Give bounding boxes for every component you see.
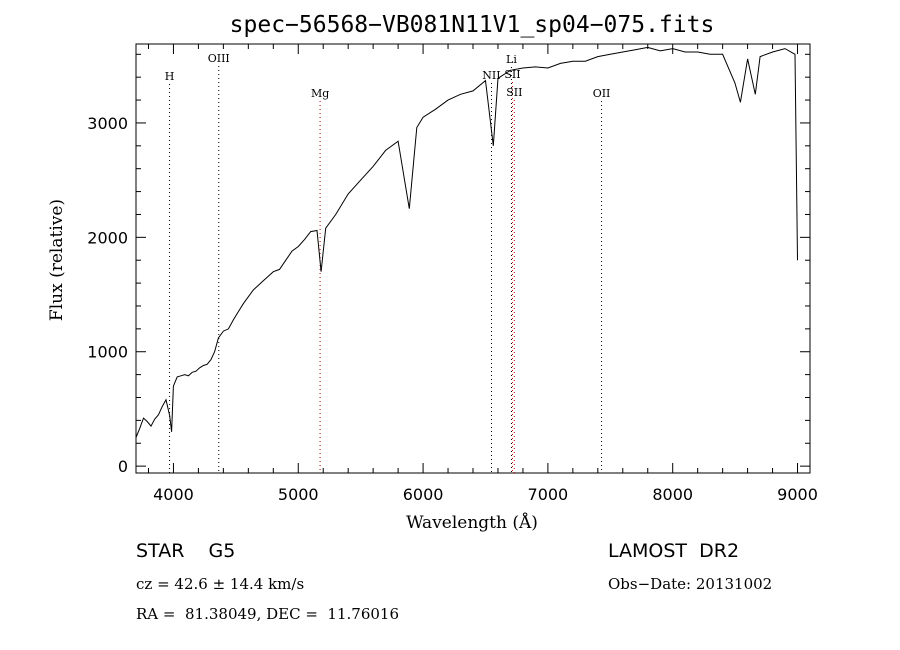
survey-release: LAMOST DR2 <box>608 540 740 562</box>
spectral-line-label: Li <box>506 53 517 66</box>
spectral-line-label: Mg <box>311 87 329 100</box>
object-class: STAR G5 <box>136 540 236 562</box>
x-tick-label: 9000 <box>777 485 818 504</box>
y-tick-label: 0 <box>118 457 128 476</box>
spectral-line-label: H <box>165 70 175 83</box>
y-tick-label: 3000 <box>87 114 128 133</box>
spectrum-line <box>135 46 798 438</box>
y-tick-label: 2000 <box>87 228 128 247</box>
x-tick-label: 4000 <box>153 485 194 504</box>
x-tick-label: 8000 <box>652 485 693 504</box>
x-tick-label: 7000 <box>528 485 569 504</box>
y-tick-label: 1000 <box>87 343 128 362</box>
axis-ticks: 4000 5000 6000 7000 8000 9000 0 1000 2000 3000 <box>87 44 818 504</box>
spectral-line-label: SII <box>506 86 522 99</box>
plot-frame <box>135 43 811 474</box>
x-axis-title: Wavelength (Å) <box>406 512 538 533</box>
x-tick-label: 6000 <box>403 485 444 504</box>
spectral-line-label: NII <box>482 69 500 82</box>
spectral-line-label: OIII <box>208 52 230 65</box>
chart-title: spec−56568−VB081N11V1_sp04−075.fits <box>230 12 715 38</box>
redshift-velocity: cz = 42.6 ± 14.4 km/s <box>136 575 305 593</box>
x-tick-label: 5000 <box>278 485 319 504</box>
coordinates: RA = 81.38049, DEC = 11.76016 <box>136 605 400 623</box>
spectral-line-label: OII <box>593 87 611 100</box>
y-axis-title: Flux (relative) <box>47 199 67 321</box>
observation-date: Obs−Date: 20131002 <box>608 575 773 593</box>
